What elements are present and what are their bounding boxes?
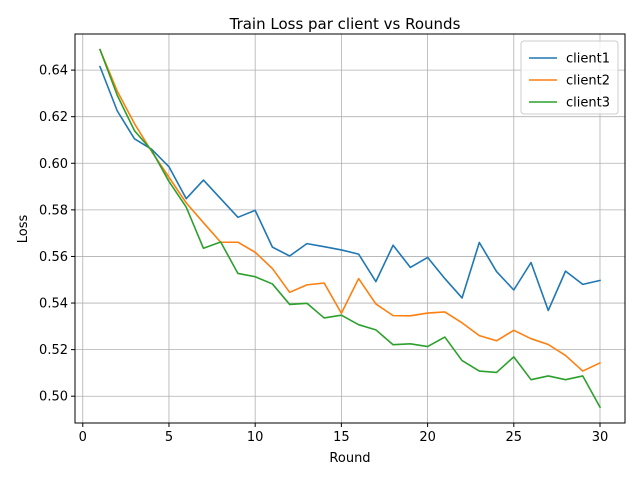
y-tick-label: 0.60 [39,157,68,172]
y-tick-label: 0.56 [39,250,68,265]
legend-label-client1: client1 [566,52,610,67]
x-tick-label: 15 [333,430,350,445]
legend-box [520,40,619,115]
x-tick-label: 5 [165,430,173,445]
y-tick-label: 0.54 [39,297,68,312]
grid [75,34,625,423]
y-tick-label: 0.52 [39,343,68,358]
series-layer [98,48,602,409]
y-tick-label: 0.62 [39,110,68,125]
y-axis-ticks: 0.50 0.52 0.54 0.56 0.58 0.60 0.62 0.64 [39,64,75,405]
chart-title: Train Loss par client vs Rounds [229,15,461,33]
y-tick-label: 0.50 [39,390,68,405]
x-axis-ticks: 0 5 10 15 20 25 30 [79,423,609,445]
x-tick-label: 20 [419,430,436,445]
legend: client1 client2 client3 [520,40,619,115]
legend-label-client3: client3 [566,96,610,111]
x-tick-label: 10 [247,430,264,445]
series-line-client2 [98,48,602,372]
y-tick-label: 0.64 [39,64,68,79]
series-line-client3 [98,48,602,409]
y-tick-label: 0.58 [39,203,68,218]
y-axis-label: Loss [16,215,31,244]
legend-label-client2: client2 [566,74,610,89]
x-tick-label: 30 [592,430,609,445]
x-axis-label: Round [329,451,370,466]
plot-frame [74,33,626,424]
x-tick-label: 0 [79,430,87,445]
x-tick-label: 25 [506,430,523,445]
series-line-client1 [98,65,601,312]
